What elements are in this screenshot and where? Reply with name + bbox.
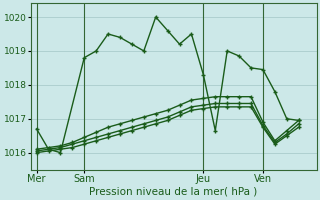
X-axis label: Pression niveau de la mer( hPa ): Pression niveau de la mer( hPa ) (90, 187, 258, 197)
